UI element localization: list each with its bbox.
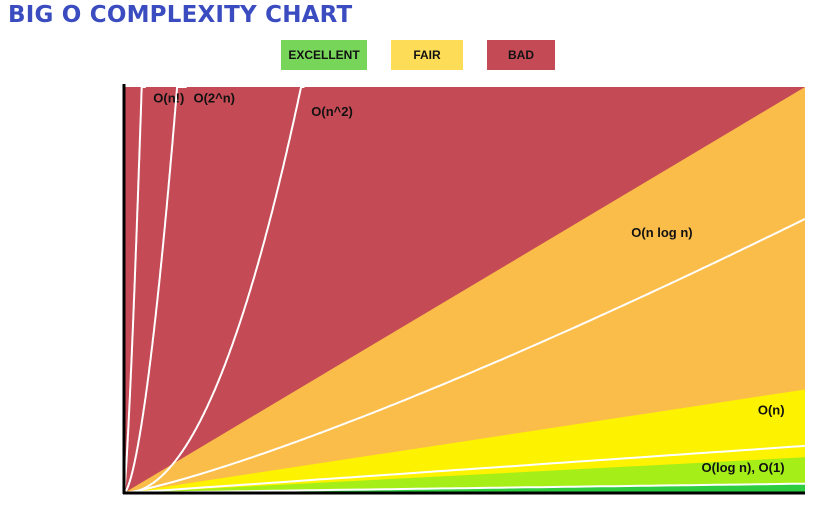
legend-fair: FAIR bbox=[391, 40, 463, 70]
curve-n-log-n bbox=[123, 218, 806, 494]
curve-quadratic bbox=[124, 86, 305, 494]
curve-logarithmic bbox=[123, 482, 806, 494]
series-label-4: O(n) bbox=[758, 403, 785, 418]
series-label-3: O(n log n) bbox=[631, 225, 692, 240]
curve-exponential bbox=[123, 86, 187, 494]
chart-curves bbox=[123, 86, 806, 494]
series-label-0: O(n!) bbox=[153, 90, 184, 105]
legend-bad: BAD bbox=[487, 40, 555, 70]
series-label-2: O(n^2) bbox=[311, 104, 353, 119]
curve-factorial bbox=[123, 86, 146, 494]
chart-axes bbox=[122, 84, 805, 495]
region-excellent bbox=[124, 457, 805, 493]
legend-excellent: EXCELLENT bbox=[281, 40, 367, 70]
curve-linear bbox=[123, 444, 806, 494]
region-fair bbox=[124, 87, 805, 493]
chart-title: BIG O COMPLEXITY CHART bbox=[8, 2, 353, 28]
chart-labels: O(n!) O(2^n) O(n^2) O(n log n) O(n) O(log n),… bbox=[153, 90, 784, 474]
series-label-1: O(2^n) bbox=[193, 90, 235, 105]
chart-regions bbox=[124, 87, 805, 493]
series-label-5: O(log n), O(1) bbox=[702, 460, 785, 475]
